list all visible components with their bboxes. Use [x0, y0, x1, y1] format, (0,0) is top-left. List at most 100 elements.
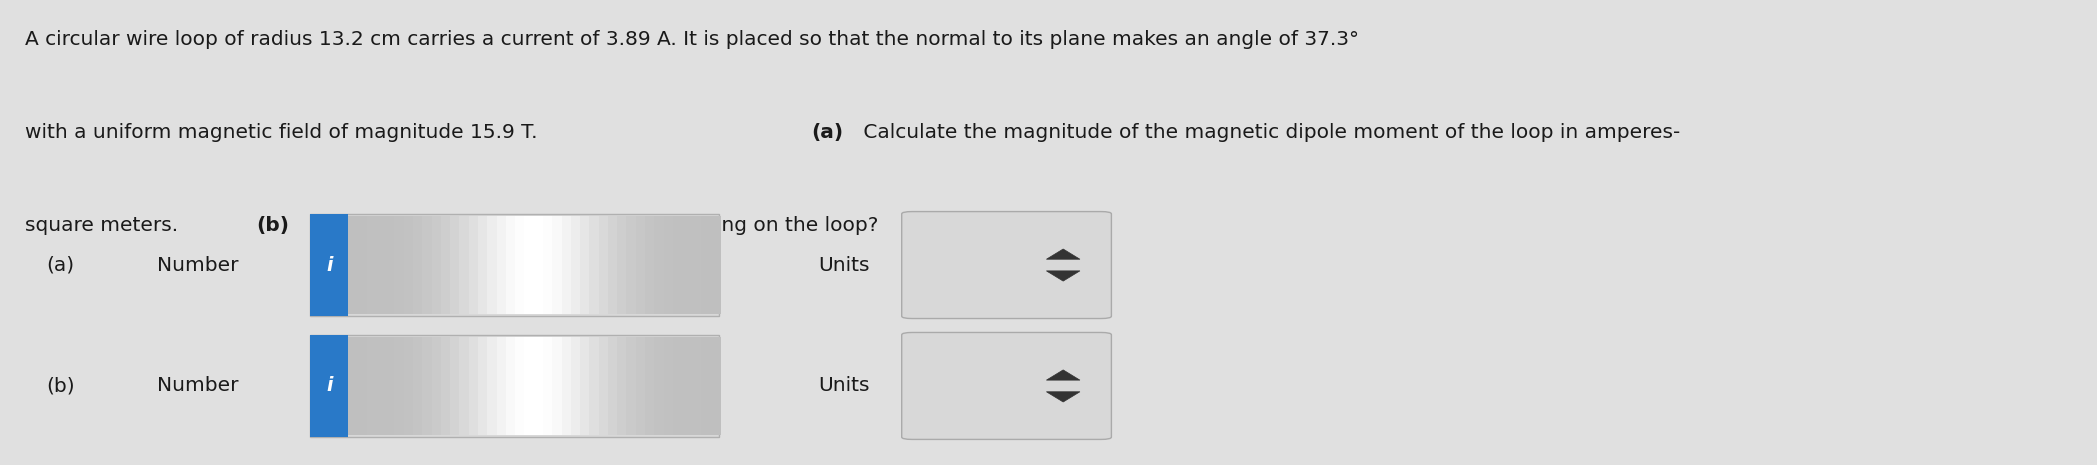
FancyBboxPatch shape [413, 216, 424, 314]
FancyBboxPatch shape [543, 216, 554, 314]
FancyBboxPatch shape [386, 337, 396, 435]
FancyBboxPatch shape [562, 216, 572, 314]
FancyBboxPatch shape [432, 337, 442, 435]
FancyBboxPatch shape [598, 216, 610, 314]
FancyBboxPatch shape [310, 335, 348, 437]
FancyBboxPatch shape [386, 216, 396, 314]
FancyBboxPatch shape [440, 337, 453, 435]
FancyBboxPatch shape [421, 337, 434, 435]
FancyBboxPatch shape [487, 337, 499, 435]
Text: i: i [325, 377, 333, 395]
FancyBboxPatch shape [470, 216, 480, 314]
Text: with a uniform magnetic field of magnitude 15.9 T.: with a uniform magnetic field of magnitu… [25, 123, 543, 142]
FancyBboxPatch shape [505, 337, 518, 435]
Polygon shape [1046, 271, 1080, 281]
FancyBboxPatch shape [356, 216, 369, 314]
FancyBboxPatch shape [635, 337, 648, 435]
FancyBboxPatch shape [627, 337, 637, 435]
FancyBboxPatch shape [646, 216, 656, 314]
FancyBboxPatch shape [310, 214, 719, 316]
FancyBboxPatch shape [533, 216, 545, 314]
FancyBboxPatch shape [608, 337, 619, 435]
Text: Units: Units [818, 377, 870, 395]
FancyBboxPatch shape [581, 216, 591, 314]
FancyBboxPatch shape [692, 216, 702, 314]
FancyBboxPatch shape [552, 216, 564, 314]
Text: Number: Number [157, 377, 239, 395]
FancyBboxPatch shape [598, 337, 610, 435]
FancyBboxPatch shape [310, 214, 348, 316]
Text: Units: Units [818, 256, 870, 274]
Text: Calculate the magnitude of the magnetic dipole moment of the loop in amperes-: Calculate the magnitude of the magnetic … [858, 123, 1680, 142]
FancyBboxPatch shape [711, 216, 721, 314]
Text: (a): (a) [812, 123, 843, 142]
FancyBboxPatch shape [459, 337, 472, 435]
FancyBboxPatch shape [682, 216, 694, 314]
Text: (a): (a) [46, 256, 73, 274]
FancyBboxPatch shape [487, 216, 499, 314]
FancyBboxPatch shape [497, 337, 507, 435]
FancyBboxPatch shape [394, 216, 407, 314]
FancyBboxPatch shape [711, 337, 721, 435]
FancyBboxPatch shape [470, 337, 480, 435]
FancyBboxPatch shape [440, 216, 453, 314]
FancyBboxPatch shape [394, 337, 407, 435]
Polygon shape [1046, 392, 1080, 402]
FancyBboxPatch shape [516, 216, 526, 314]
FancyBboxPatch shape [700, 216, 713, 314]
FancyBboxPatch shape [608, 216, 619, 314]
FancyBboxPatch shape [451, 216, 461, 314]
FancyBboxPatch shape [562, 337, 572, 435]
FancyBboxPatch shape [570, 337, 583, 435]
FancyBboxPatch shape [421, 216, 434, 314]
FancyBboxPatch shape [533, 337, 545, 435]
FancyBboxPatch shape [405, 337, 415, 435]
FancyBboxPatch shape [451, 337, 461, 435]
FancyBboxPatch shape [654, 337, 665, 435]
FancyBboxPatch shape [663, 216, 675, 314]
FancyBboxPatch shape [375, 337, 388, 435]
FancyBboxPatch shape [459, 216, 472, 314]
Text: (b): (b) [46, 377, 75, 395]
FancyBboxPatch shape [367, 216, 377, 314]
FancyBboxPatch shape [348, 216, 359, 314]
FancyBboxPatch shape [902, 212, 1111, 319]
FancyBboxPatch shape [432, 216, 442, 314]
FancyBboxPatch shape [682, 337, 694, 435]
Text: What is the magnitude of the torque acting on the loop?: What is the magnitude of the torque acti… [302, 216, 879, 235]
FancyBboxPatch shape [673, 337, 684, 435]
Text: (b): (b) [256, 216, 289, 235]
FancyBboxPatch shape [405, 216, 415, 314]
FancyBboxPatch shape [478, 216, 489, 314]
Text: square meters.: square meters. [25, 216, 185, 235]
FancyBboxPatch shape [348, 337, 359, 435]
FancyBboxPatch shape [581, 337, 591, 435]
Polygon shape [1046, 370, 1080, 380]
FancyBboxPatch shape [478, 337, 489, 435]
Polygon shape [1046, 249, 1080, 259]
Text: A circular wire loop of radius 13.2 cm carries a current of 3.89 A. It is placed: A circular wire loop of radius 13.2 cm c… [25, 30, 1359, 49]
FancyBboxPatch shape [654, 216, 665, 314]
Text: Number: Number [157, 256, 239, 274]
FancyBboxPatch shape [663, 337, 675, 435]
FancyBboxPatch shape [635, 216, 648, 314]
FancyBboxPatch shape [692, 337, 702, 435]
FancyBboxPatch shape [617, 216, 629, 314]
FancyBboxPatch shape [516, 337, 526, 435]
FancyBboxPatch shape [589, 337, 600, 435]
FancyBboxPatch shape [673, 216, 684, 314]
FancyBboxPatch shape [497, 216, 507, 314]
FancyBboxPatch shape [617, 337, 629, 435]
FancyBboxPatch shape [375, 216, 388, 314]
FancyBboxPatch shape [589, 216, 600, 314]
Text: i: i [325, 256, 333, 274]
FancyBboxPatch shape [543, 337, 554, 435]
FancyBboxPatch shape [356, 337, 369, 435]
FancyBboxPatch shape [413, 337, 424, 435]
FancyBboxPatch shape [902, 332, 1111, 439]
FancyBboxPatch shape [505, 216, 518, 314]
FancyBboxPatch shape [646, 337, 656, 435]
FancyBboxPatch shape [700, 337, 713, 435]
FancyBboxPatch shape [310, 335, 719, 437]
FancyBboxPatch shape [524, 216, 537, 314]
